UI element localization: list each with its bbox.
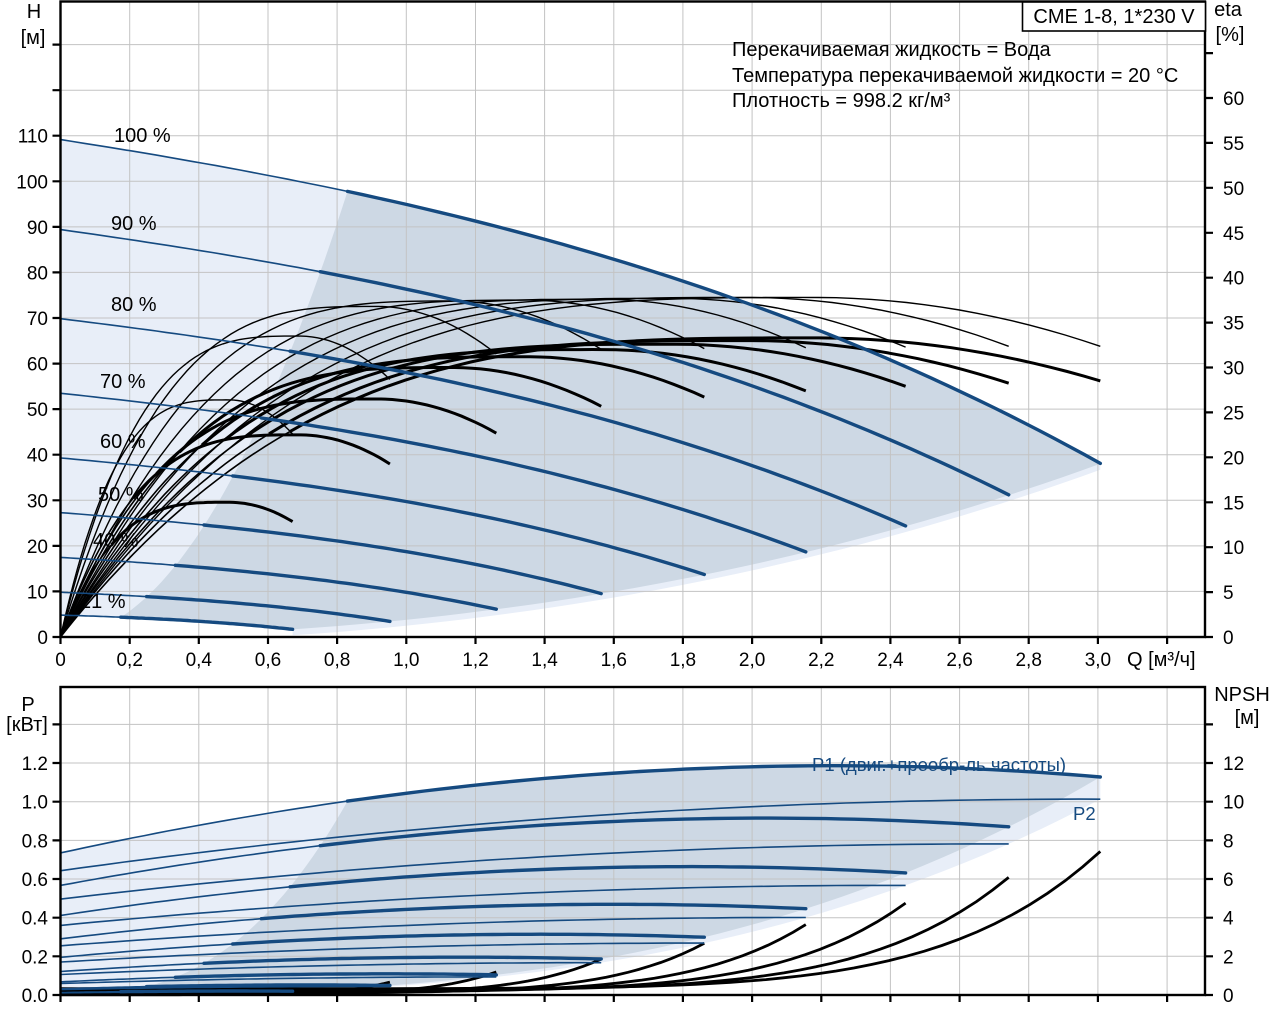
svg-text:50 %: 50 % (98, 484, 144, 506)
svg-text:5: 5 (1223, 583, 1234, 604)
svg-text:110: 110 (18, 127, 48, 148)
svg-text:0,4: 0,4 (186, 650, 213, 671)
svg-text:H: H (27, 1, 41, 23)
svg-text:70: 70 (27, 309, 48, 330)
svg-text:8: 8 (1223, 831, 1234, 852)
svg-text:1,6: 1,6 (601, 650, 627, 671)
svg-text:P: P (21, 694, 34, 716)
svg-text:60: 60 (27, 355, 48, 376)
svg-text:0,8: 0,8 (324, 650, 350, 671)
svg-text:40: 40 (1223, 269, 1244, 290)
svg-text:12: 12 (1223, 754, 1244, 775)
svg-text:70 %: 70 % (100, 371, 146, 393)
svg-text:100: 100 (16, 172, 48, 193)
svg-text:3,0: 3,0 (1085, 650, 1111, 671)
svg-text:4: 4 (1223, 909, 1234, 930)
svg-text:25: 25 (1223, 403, 1244, 424)
svg-text:60 %: 60 % (100, 431, 146, 453)
svg-text:2,2: 2,2 (808, 650, 834, 671)
svg-text:eta: eta (1214, 0, 1243, 21)
svg-text:CME 1-8, 1*230 V: CME 1-8, 1*230 V (1033, 6, 1195, 28)
svg-text:20: 20 (1223, 448, 1244, 469)
svg-text:[м]: [м] (1235, 707, 1260, 729)
svg-text:30: 30 (1223, 359, 1244, 380)
svg-text:0.2: 0.2 (22, 947, 48, 968)
svg-text:1.0: 1.0 (22, 793, 48, 814)
svg-text:50: 50 (1223, 179, 1244, 200)
svg-text:[м]: [м] (21, 27, 46, 49)
svg-text:1,0: 1,0 (393, 650, 419, 671)
svg-text:45: 45 (1223, 224, 1244, 245)
svg-text:0.8: 0.8 (22, 831, 48, 852)
svg-text:1.2: 1.2 (22, 754, 48, 775)
svg-text:0,6: 0,6 (255, 650, 281, 671)
svg-text:30: 30 (27, 491, 48, 512)
svg-text:0: 0 (55, 650, 66, 671)
svg-text:20: 20 (27, 537, 48, 558)
svg-text:2,0: 2,0 (739, 650, 765, 671)
svg-text:2,8: 2,8 (1015, 650, 1041, 671)
svg-text:90: 90 (27, 218, 48, 239)
svg-text:10: 10 (1223, 793, 1244, 814)
svg-text:10: 10 (27, 582, 48, 603)
svg-text:P2: P2 (1073, 803, 1096, 824)
svg-text:2,4: 2,4 (877, 650, 904, 671)
svg-text:6: 6 (1223, 870, 1234, 891)
svg-text:100 %: 100 % (114, 125, 171, 147)
svg-text:90 %: 90 % (111, 213, 157, 235)
svg-text:1,8: 1,8 (670, 650, 696, 671)
svg-text:80 %: 80 % (111, 294, 157, 316)
svg-text:Температура перекачиваемой жид: Температура перекачиваемой жидкости = 20… (732, 65, 1178, 87)
svg-text:[%]: [%] (1216, 24, 1245, 46)
svg-text:50: 50 (27, 400, 48, 421)
svg-text:[кВт]: [кВт] (6, 714, 48, 736)
svg-text:Плотность = 998.2 кг/м³: Плотность = 998.2 кг/м³ (732, 90, 951, 112)
svg-text:35: 35 (1223, 314, 1244, 335)
svg-text:55: 55 (1223, 134, 1244, 155)
svg-text:2: 2 (1223, 947, 1234, 968)
svg-text:1,2: 1,2 (462, 650, 488, 671)
svg-text:0.6: 0.6 (22, 870, 48, 891)
svg-text:0: 0 (1223, 986, 1234, 1007)
svg-text:1,4: 1,4 (531, 650, 558, 671)
svg-text:2,6: 2,6 (946, 650, 972, 671)
svg-text:21 %: 21 % (80, 591, 126, 613)
svg-text:15: 15 (1223, 493, 1244, 514)
svg-text:P1 (двиг.+преобр-ль частоты): P1 (двиг.+преобр-ль частоты) (812, 754, 1066, 775)
svg-text:10: 10 (1223, 538, 1244, 559)
svg-text:0.4: 0.4 (22, 909, 49, 930)
svg-text:40 %: 40 % (93, 530, 139, 552)
svg-text:0,2: 0,2 (116, 650, 142, 671)
svg-text:0.0: 0.0 (22, 986, 48, 1007)
svg-text:60: 60 (1223, 89, 1244, 110)
svg-text:0: 0 (37, 628, 48, 649)
svg-text:0: 0 (1223, 628, 1234, 649)
svg-text:Перекачиваемая жидкость = Вода: Перекачиваемая жидкость = Вода (732, 39, 1052, 61)
svg-text:NPSH: NPSH (1214, 684, 1270, 706)
svg-text:Q [м³/ч]: Q [м³/ч] (1127, 649, 1196, 671)
svg-text:80: 80 (27, 263, 48, 284)
svg-text:40: 40 (27, 446, 48, 467)
